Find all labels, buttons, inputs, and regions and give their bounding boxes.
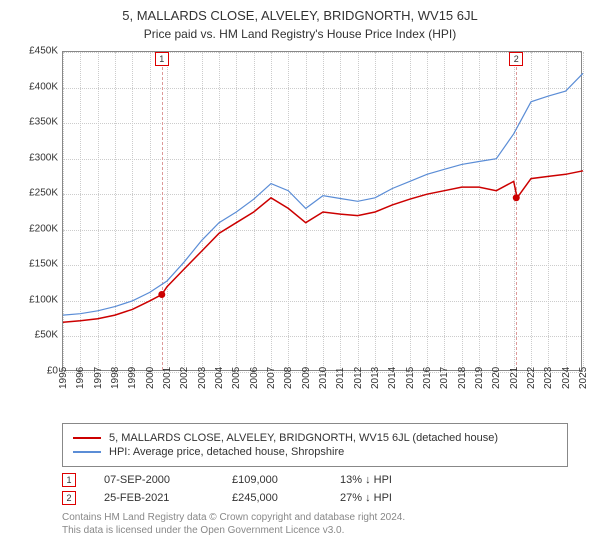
y-axis-label: £250K	[14, 188, 58, 199]
tx-delta: 27% ↓ HPI	[340, 492, 392, 504]
x-axis-label: 2010	[318, 367, 329, 389]
y-axis-label: £50K	[14, 330, 58, 341]
x-axis-label: 2018	[457, 367, 468, 389]
x-axis-label: 1996	[75, 367, 86, 389]
tx-date: 25-FEB-2021	[104, 492, 204, 504]
tx-price: £109,000	[232, 474, 312, 486]
x-axis-label: 2020	[491, 367, 502, 389]
x-axis-label: 2024	[561, 367, 572, 389]
chart-marker-2: 2	[509, 52, 523, 66]
x-axis-label: 2017	[439, 367, 450, 389]
x-axis-label: 2000	[145, 367, 156, 389]
y-axis-label: £350K	[14, 117, 58, 128]
x-axis-label: 2023	[543, 367, 554, 389]
x-axis-label: 2002	[179, 367, 190, 389]
chart-title: 5, MALLARDS CLOSE, ALVELEY, BRIDGNORTH, …	[12, 8, 588, 23]
legend-item-hpi: HPI: Average price, detached house, Shro…	[73, 446, 557, 458]
legend-item-property: 5, MALLARDS CLOSE, ALVELEY, BRIDGNORTH, …	[73, 432, 557, 444]
x-axis-label: 1995	[58, 367, 69, 389]
line-series	[63, 52, 581, 370]
y-axis-label: £400K	[14, 81, 58, 92]
chart-subtitle: Price paid vs. HM Land Registry's House …	[12, 27, 588, 41]
x-axis-label: 2001	[162, 367, 173, 389]
chart-area: 12 £0£50K£100K£150K£200K£250K£300K£350K£…	[18, 47, 588, 417]
x-axis-label: 2009	[301, 367, 312, 389]
tx-marker-icon: 1	[62, 473, 76, 487]
y-axis-label: £300K	[14, 152, 58, 163]
x-axis-label: 1997	[93, 367, 104, 389]
transaction-row: 1 07-SEP-2000 £109,000 13% ↓ HPI	[62, 473, 588, 487]
x-axis-label: 2003	[197, 367, 208, 389]
x-axis-label: 2004	[214, 367, 225, 389]
tx-date: 07-SEP-2000	[104, 474, 204, 486]
x-axis-label: 2008	[283, 367, 294, 389]
x-axis-label: 2015	[405, 367, 416, 389]
x-axis-label: 2012	[353, 367, 364, 389]
chart-marker-1: 1	[155, 52, 169, 66]
x-axis-label: 1998	[110, 367, 121, 389]
tx-delta: 13% ↓ HPI	[340, 474, 392, 486]
x-axis-label: 2005	[231, 367, 242, 389]
x-axis-label: 2019	[474, 367, 485, 389]
x-axis-label: 2011	[335, 367, 346, 389]
x-axis-label: 2021	[509, 367, 520, 389]
plot-region: 12	[62, 51, 582, 371]
tx-marker-icon: 2	[62, 491, 76, 505]
y-axis-label: £200K	[14, 223, 58, 234]
y-axis-label: £450K	[14, 46, 58, 57]
legend: 5, MALLARDS CLOSE, ALVELEY, BRIDGNORTH, …	[62, 423, 568, 467]
legend-label: 5, MALLARDS CLOSE, ALVELEY, BRIDGNORTH, …	[109, 432, 498, 444]
x-axis-label: 2022	[526, 367, 537, 389]
y-axis-label: £150K	[14, 259, 58, 270]
footer-attribution: Contains HM Land Registry data © Crown c…	[62, 511, 568, 537]
x-axis-label: 2013	[370, 367, 381, 389]
series-property	[63, 171, 583, 322]
x-axis-label: 2016	[422, 367, 433, 389]
x-axis-label: 2014	[387, 367, 398, 389]
series-hpi	[63, 73, 583, 315]
y-axis-label: £100K	[14, 294, 58, 305]
transaction-row: 2 25-FEB-2021 £245,000 27% ↓ HPI	[62, 491, 588, 505]
tx-price: £245,000	[232, 492, 312, 504]
legend-label: HPI: Average price, detached house, Shro…	[109, 446, 344, 458]
y-axis-label: £0	[14, 366, 58, 377]
x-axis-label: 1999	[127, 367, 138, 389]
x-axis-label: 2025	[578, 367, 589, 389]
x-axis-label: 2007	[266, 367, 277, 389]
x-axis-label: 2006	[249, 367, 260, 389]
